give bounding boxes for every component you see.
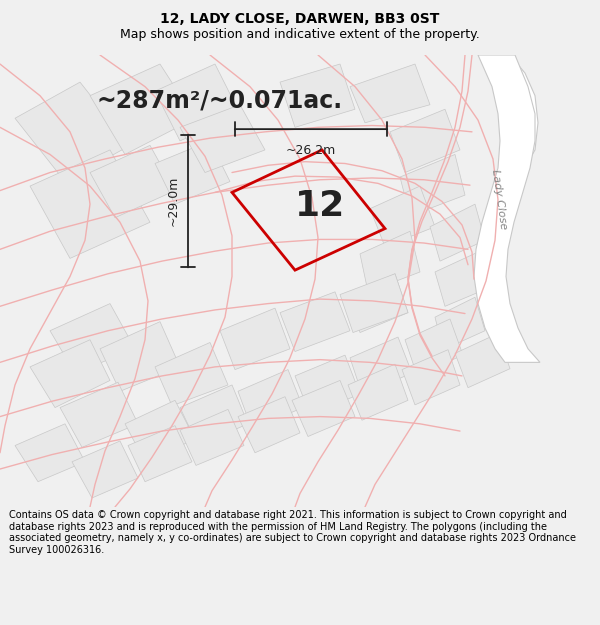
Text: ~287m²/~0.071ac.: ~287m²/~0.071ac. <box>97 88 343 112</box>
Text: ~29.0m: ~29.0m <box>167 176 180 226</box>
Polygon shape <box>128 426 192 482</box>
Polygon shape <box>350 274 408 332</box>
Text: Lady Close: Lady Close <box>490 169 508 231</box>
Polygon shape <box>180 105 265 172</box>
Text: 12: 12 <box>295 189 346 222</box>
Polygon shape <box>295 355 360 415</box>
Polygon shape <box>280 64 355 127</box>
Polygon shape <box>435 252 488 306</box>
Polygon shape <box>400 154 465 216</box>
Polygon shape <box>100 322 180 391</box>
Polygon shape <box>180 385 248 446</box>
Polygon shape <box>430 204 485 261</box>
Polygon shape <box>60 382 138 448</box>
Text: ~26.2m: ~26.2m <box>286 144 336 157</box>
Polygon shape <box>350 64 430 122</box>
Text: 12, LADY CLOSE, DARWEN, BB3 0ST: 12, LADY CLOSE, DARWEN, BB3 0ST <box>160 12 440 26</box>
Polygon shape <box>220 308 290 369</box>
Polygon shape <box>348 364 408 420</box>
Polygon shape <box>125 401 195 462</box>
Polygon shape <box>90 146 175 217</box>
Polygon shape <box>478 55 538 358</box>
Polygon shape <box>390 109 460 173</box>
Polygon shape <box>50 304 135 373</box>
Polygon shape <box>292 381 355 436</box>
Polygon shape <box>280 292 350 351</box>
Polygon shape <box>15 424 85 482</box>
Polygon shape <box>90 64 195 154</box>
Polygon shape <box>155 64 240 141</box>
Polygon shape <box>155 342 228 406</box>
Polygon shape <box>72 441 138 498</box>
Polygon shape <box>405 319 463 375</box>
Polygon shape <box>370 186 435 247</box>
Polygon shape <box>238 369 303 429</box>
Polygon shape <box>360 231 420 292</box>
Polygon shape <box>30 150 150 258</box>
Polygon shape <box>15 82 130 181</box>
Polygon shape <box>340 274 408 332</box>
Polygon shape <box>435 298 485 350</box>
Text: Map shows position and indicative extent of the property.: Map shows position and indicative extent… <box>120 28 480 41</box>
Polygon shape <box>350 337 412 394</box>
Polygon shape <box>30 340 110 408</box>
Polygon shape <box>474 55 540 362</box>
Polygon shape <box>155 141 230 204</box>
Polygon shape <box>455 333 510 388</box>
Polygon shape <box>402 350 460 405</box>
Polygon shape <box>238 397 300 452</box>
Polygon shape <box>180 409 244 466</box>
Text: Contains OS data © Crown copyright and database right 2021. This information is : Contains OS data © Crown copyright and d… <box>9 510 576 555</box>
